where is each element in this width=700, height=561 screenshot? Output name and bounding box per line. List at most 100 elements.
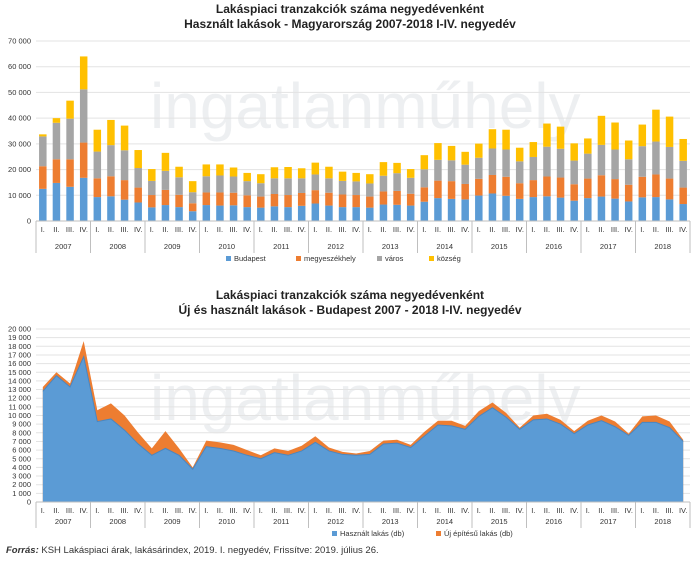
y-tick-label: 50 000 — [8, 88, 31, 97]
x-tick-label: II. — [653, 506, 659, 515]
year-label: 2018 — [654, 242, 671, 251]
x-tick-label: III. — [175, 506, 183, 515]
bar-segment — [202, 192, 211, 206]
bar-segment — [529, 142, 538, 157]
year-label: 2017 — [600, 242, 617, 251]
bar-segment — [529, 156, 538, 181]
year-label: 2014 — [436, 517, 453, 526]
bar-segment — [461, 151, 469, 165]
bar-segment — [120, 150, 129, 181]
bar-segment — [79, 56, 88, 90]
x-tick-label: IV. — [352, 225, 360, 234]
bar-segment — [652, 174, 660, 198]
x-tick-label: III. — [66, 225, 74, 234]
bar-segment — [243, 195, 251, 208]
bar-segment — [652, 141, 660, 175]
bar-segment — [488, 129, 497, 149]
bottom-chart-subtitle: Új és használt lakások - Budapest 2007 -… — [178, 302, 521, 317]
x-tick-label: IV. — [406, 225, 414, 234]
x-tick-label: II. — [326, 506, 332, 515]
bottom-chart-title: Lakáspiaci tranzakciók száma negyedévenk… — [216, 288, 484, 302]
bar-segment — [420, 155, 429, 170]
bar-segment — [638, 197, 647, 221]
bar-segment — [665, 146, 674, 179]
bar-segment — [66, 118, 74, 160]
x-tick-label: II. — [53, 225, 59, 234]
x-tick-label: III. — [338, 506, 346, 515]
bar-segment — [584, 153, 592, 179]
bar-segment — [434, 180, 442, 199]
bar-segment — [311, 203, 320, 221]
bar-segment — [679, 160, 687, 188]
bar-segment — [366, 196, 374, 208]
x-tick-label: III. — [665, 225, 673, 234]
x-tick-label: II. — [653, 225, 659, 234]
x-tick-label: II. — [162, 225, 168, 234]
y-tick-label: 2 000 — [12, 480, 31, 489]
bar-segment — [679, 187, 687, 205]
x-tick-label: IV. — [134, 506, 142, 515]
bar-segment — [188, 203, 197, 212]
x-tick-label: II. — [380, 225, 386, 234]
bar-segment — [502, 195, 510, 221]
bar-segment — [352, 207, 360, 221]
x-tick-label: I. — [477, 506, 481, 515]
bar-segment — [325, 166, 333, 179]
x-tick-label: III. — [338, 225, 346, 234]
bar-segment — [379, 204, 388, 221]
bar-segment — [406, 205, 415, 221]
x-tick-label: III. — [502, 225, 510, 234]
bar-segment — [52, 182, 61, 221]
legend-label: község — [437, 254, 461, 263]
x-tick-label: III. — [284, 225, 292, 234]
x-tick-label: III. — [66, 506, 74, 515]
y-tick-label: 15 000 — [8, 368, 31, 377]
bar-segment — [338, 171, 347, 181]
x-tick-label: I. — [368, 225, 372, 234]
year-label: 2009 — [164, 242, 181, 251]
source-text: KSH Lakáspiaci árak, lakásárindex, 2019.… — [41, 545, 379, 556]
bar-segment — [488, 148, 497, 175]
bar-segment — [665, 199, 674, 221]
year-label: 2015 — [491, 517, 508, 526]
bar-segment — [297, 192, 306, 206]
y-tick-label: 13 000 — [8, 385, 31, 394]
bar-segment — [502, 129, 510, 150]
bar-segment — [515, 147, 524, 162]
bar-segment — [107, 196, 115, 221]
bar-segment — [393, 173, 401, 191]
x-tick-label: II. — [435, 506, 441, 515]
x-tick-label: I. — [259, 225, 263, 234]
bottom-chart-areas — [42, 341, 684, 502]
y-tick-label: 4 000 — [12, 463, 31, 472]
bar-segment — [297, 205, 306, 221]
x-tick-label: I. — [204, 506, 208, 515]
bar-segment — [134, 150, 142, 169]
bar-segment — [475, 195, 483, 221]
bar-segment — [379, 175, 388, 192]
x-tick-label: II. — [544, 225, 550, 234]
bar-segment — [379, 191, 388, 205]
bar-segment — [366, 174, 374, 184]
bar-segment — [393, 162, 401, 174]
x-tick-label: II. — [598, 225, 604, 234]
bottom-chart-x-axis: I. II. III. IV. I. II. III. IV. I. II. III. IV. I. II… — [35, 501, 691, 528]
x-tick-label: IV. — [515, 225, 523, 234]
x-tick-label: IV. — [461, 225, 469, 234]
x-tick-label: II. — [217, 225, 223, 234]
bar-segment — [270, 167, 279, 179]
x-tick-label: I. — [477, 225, 481, 234]
x-tick-label: IV. — [679, 225, 687, 234]
x-tick-label: IV. — [297, 506, 305, 515]
bar-segment — [161, 205, 170, 221]
legend-label: Használt lakás (db) — [340, 529, 405, 538]
bar-segment — [325, 178, 333, 193]
bar-segment — [311, 190, 320, 204]
bar-segment — [597, 115, 606, 145]
x-tick-label: I. — [150, 225, 154, 234]
bar-segment — [120, 125, 129, 151]
bar-segment — [311, 162, 320, 175]
x-tick-label: I. — [313, 506, 317, 515]
y-tick-label: 0 — [27, 498, 31, 507]
bar-segment — [570, 184, 578, 201]
